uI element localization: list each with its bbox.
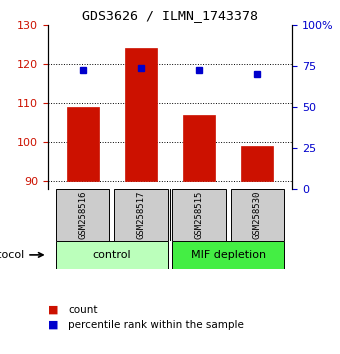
Bar [183, 115, 215, 182]
Text: control: control [92, 250, 131, 260]
Text: ■: ■ [48, 320, 58, 330]
Text: GSM258515: GSM258515 [194, 191, 204, 239]
Bar [56, 241, 168, 269]
Text: protocol: protocol [0, 250, 43, 260]
Bar [172, 189, 226, 241]
Bar [67, 107, 99, 182]
Bar [241, 146, 273, 182]
Bar [172, 241, 284, 269]
Bar [231, 189, 284, 241]
Text: percentile rank within the sample: percentile rank within the sample [68, 320, 244, 330]
Bar [56, 189, 109, 241]
Text: GSM258530: GSM258530 [253, 191, 262, 239]
Text: GSM258516: GSM258516 [78, 191, 87, 239]
Bar [114, 189, 168, 241]
Title: GDS3626 / ILMN_1743378: GDS3626 / ILMN_1743378 [82, 9, 258, 22]
Text: GSM258517: GSM258517 [136, 191, 146, 239]
Bar [125, 48, 157, 182]
Text: ■: ■ [48, 305, 58, 315]
Text: MIF depletion: MIF depletion [191, 250, 266, 260]
Text: count: count [68, 305, 98, 315]
